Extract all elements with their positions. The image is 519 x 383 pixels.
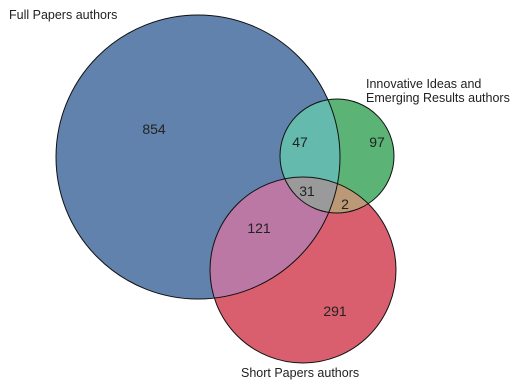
full-short-count: 121 — [247, 220, 271, 236]
innovative-short-count: 2 — [341, 196, 349, 212]
short-only-count: 291 — [323, 303, 347, 319]
full-innovative-count: 47 — [292, 134, 308, 150]
innovative-only-count: 97 — [369, 134, 385, 150]
short-papers-outline — [209, 176, 397, 364]
full-papers-label: Full Papers authors — [9, 8, 117, 22]
full-papers-outline — [55, 14, 341, 300]
all-three-count: 31 — [299, 183, 315, 199]
innovative-ideas-label-line1: Innovative Ideas and — [366, 77, 481, 91]
innovative-ideas-label-line2: Emerging Results authors — [366, 91, 510, 105]
full-only-count: 854 — [142, 121, 166, 137]
innovative-ideas-outline — [279, 98, 395, 214]
short-papers-label: Short Papers authors — [241, 366, 359, 380]
